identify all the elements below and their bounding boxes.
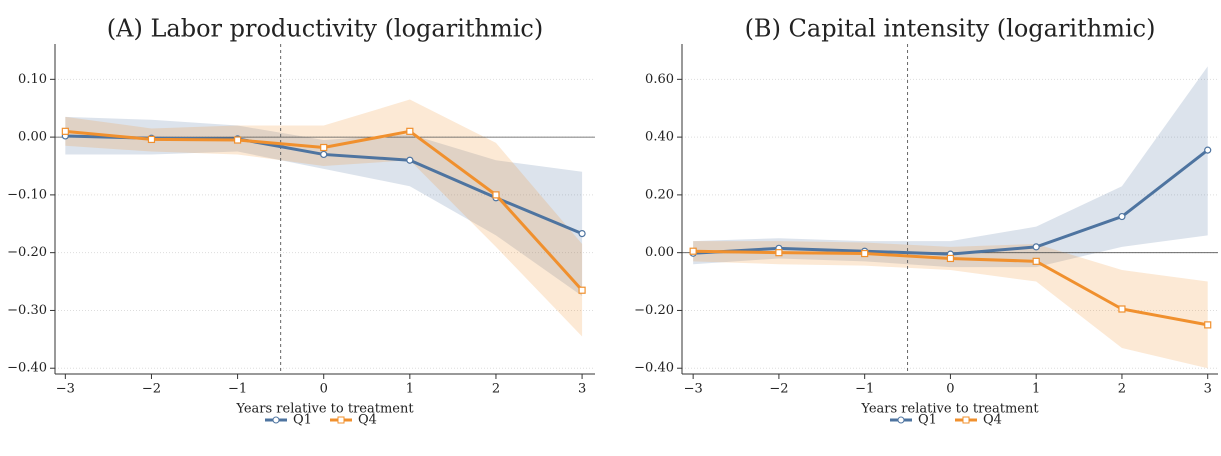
point [492,191,500,199]
x-tick-label: 1 [406,382,414,397]
point [1032,257,1040,265]
legend-label: Q1 [918,413,937,428]
legend-label: Q4 [983,413,1002,428]
x-tick-label: −1 [228,382,247,397]
confidence-band [65,99,583,337]
point [233,136,242,144]
x-tick-label: 1 [1032,382,1040,397]
y-tick-label: −0.20 [7,245,47,260]
x-tick-label: 3 [578,382,586,397]
panel: (B) Capital intensity (logarithmic) 0.60 0… [634,15,1218,428]
y-tick-label: 0.40 [645,130,674,145]
confidence-band [693,241,1208,369]
point [320,150,328,159]
panel-title: (B) Capital intensity (logarithmic) [745,15,1156,43]
x-tick-label: −2 [769,382,788,397]
point [1032,243,1040,251]
x-axis-label: Years relative to treatment [860,402,1039,417]
point [861,249,869,258]
x-axis-label: Years relative to treatment [235,402,414,417]
legend-marker [337,416,345,424]
y-tick-label: 0.60 [645,72,674,87]
y-tick-label: −0.40 [634,361,674,376]
point [946,254,955,263]
y-tick-label: −0.30 [7,303,47,318]
point [61,127,69,135]
point [775,249,783,257]
point [578,286,586,294]
point [406,156,414,164]
legend-marker [962,416,970,424]
point [320,143,328,152]
y-tick-label: −0.20 [634,303,674,318]
x-tick-label: −1 [855,382,874,397]
point [689,247,697,255]
confidence-band [693,66,1208,268]
y-tick-label: 0.20 [645,187,674,202]
y-tick-label: 0.10 [18,72,47,87]
point [1204,146,1212,154]
legend-label: Q1 [293,413,312,428]
x-tick-label: −2 [142,382,161,397]
panel-title: (A) Labor productivity (logarithmic) [107,15,543,43]
y-tick-label: −0.10 [7,187,47,202]
point [147,135,156,144]
x-tick-label: 3 [1204,382,1212,397]
y-tick-label: −0.40 [7,361,47,376]
x-tick-label: 0 [320,382,328,397]
x-tick-label: −3 [684,382,703,397]
point [1118,305,1126,313]
point [406,127,414,135]
point [1204,321,1212,329]
point [578,230,586,238]
y-tick-label: 0.00 [18,130,47,145]
panel: (A) Labor productivity (logarithmic) 0.10… [7,15,595,428]
legend-marker [897,416,905,424]
legend-marker [272,416,280,424]
x-tick-label: 2 [492,382,500,397]
x-tick-label: 0 [946,382,954,397]
legend-label: Q4 [358,413,377,428]
y-tick-label: 0.00 [645,245,674,260]
point [1118,212,1126,221]
x-tick-label: −3 [56,382,75,397]
x-tick-label: 2 [1118,382,1126,397]
